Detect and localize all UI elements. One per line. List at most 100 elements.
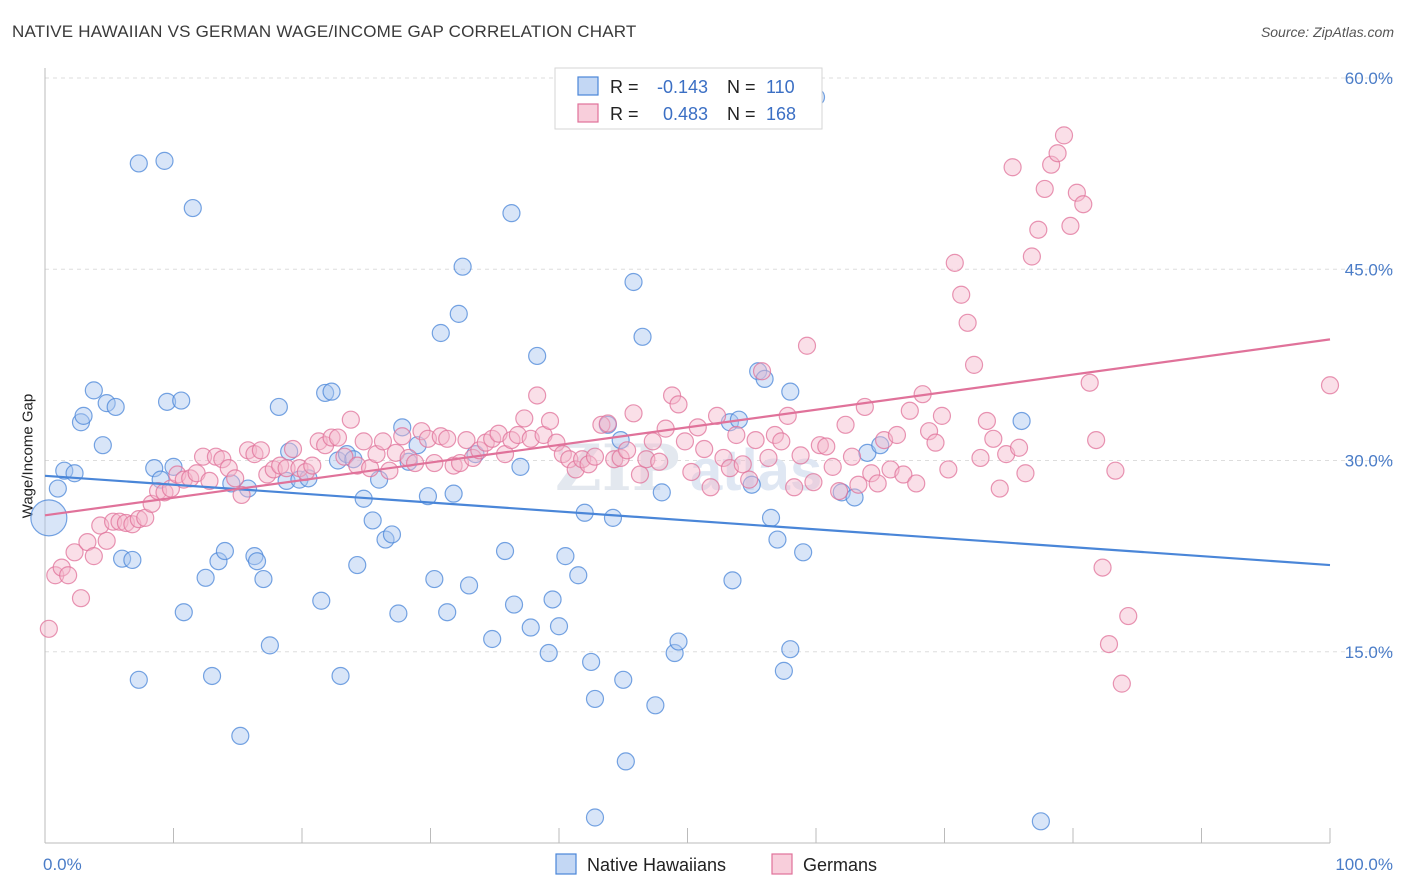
native-hawaiians-point-65 xyxy=(495,541,515,561)
germans-trend-line xyxy=(44,338,1331,517)
germans-point-132 xyxy=(887,425,907,445)
native-hawaiians-point-60 xyxy=(449,304,468,323)
native-hawaiians-point-86 xyxy=(633,327,652,346)
native-hawaiians-point-22 xyxy=(196,568,215,587)
germans-point-165 xyxy=(1099,634,1119,654)
germans-point-90 xyxy=(618,441,637,460)
native-hawaiians-point-7 xyxy=(93,436,112,455)
germans-point-119 xyxy=(804,473,823,492)
germans-point-164 xyxy=(1093,558,1112,577)
germans-point-4 xyxy=(65,543,84,562)
germans-point-168 xyxy=(1119,606,1138,626)
germans-point-0 xyxy=(39,619,58,638)
germans-point-37 xyxy=(277,459,296,478)
germans-point-152 xyxy=(1016,464,1035,483)
germans-point-139 xyxy=(932,406,952,425)
native-hawaiians-point-72 xyxy=(543,590,562,609)
native-hawaiians-point-47 xyxy=(363,511,382,530)
germans-point-62 xyxy=(438,429,457,448)
germans-point-10 xyxy=(104,512,123,531)
native-hawaiians-point-54 xyxy=(408,436,427,455)
germans-point-146 xyxy=(977,411,997,431)
chart-title: NATIVE HAWAIIAN VS GERMAN WAGE/INCOME GA… xyxy=(12,22,637,41)
germans-point-53 xyxy=(380,461,399,480)
germans-point-91 xyxy=(624,404,643,423)
germans-point-134 xyxy=(900,401,919,420)
germans-point-45 xyxy=(328,428,348,447)
germans-point-144 xyxy=(964,355,984,374)
germans-point-74 xyxy=(515,409,534,428)
germans-point-98 xyxy=(669,395,688,414)
germans-point-155 xyxy=(1035,179,1054,199)
native-hawaiians-point-20 xyxy=(174,603,193,622)
germans-point-44 xyxy=(322,428,341,447)
germans-point-78 xyxy=(540,411,560,431)
bottom-legend: Native Hawaiians Germans xyxy=(555,853,877,875)
germans-point-97 xyxy=(662,386,682,405)
native-hawaiians-point-81 xyxy=(603,508,623,527)
native-hawaiians-point-58 xyxy=(438,603,457,622)
native-hawaiians-point-68 xyxy=(511,457,530,476)
stats-r-value-2: 0.483 xyxy=(663,104,708,124)
germans-point-159 xyxy=(1061,216,1080,235)
germans-point-86 xyxy=(592,415,611,434)
native-hawaiians-point-55 xyxy=(418,487,438,506)
native-hawaiians-point-14 xyxy=(145,459,164,478)
native-hawaiians-point-23 xyxy=(202,666,222,686)
stats-swatch-blue xyxy=(577,76,599,96)
germans-point-156 xyxy=(1042,155,1061,174)
germans-point-65 xyxy=(457,431,476,450)
native-hawaiians-point-38 xyxy=(312,591,331,610)
native-hawaiians-point-74 xyxy=(556,547,575,566)
legend-label-germans: Germans xyxy=(803,855,877,875)
germans-point-111 xyxy=(752,362,772,381)
germans-point-33 xyxy=(251,441,270,460)
stats-r-label-2: R = xyxy=(610,104,639,124)
native-hawaiians-point-62 xyxy=(459,576,479,595)
native-hawaiians-point-0 xyxy=(30,499,68,537)
germans-point-27 xyxy=(213,450,232,469)
native-hawaiians-point-25 xyxy=(215,541,234,561)
native-hawaiians-point-109 xyxy=(1031,812,1050,831)
germans-point-76 xyxy=(528,386,547,405)
native-hawaiians-point-56 xyxy=(425,569,444,589)
trend-lines xyxy=(44,338,1331,567)
native-hawaiians-point-42 xyxy=(331,666,350,686)
germans-point-161 xyxy=(1074,195,1093,214)
native-hawaiians-point-50 xyxy=(382,525,402,544)
germans-points xyxy=(39,126,1340,693)
stats-r-label-1: R = xyxy=(610,77,639,97)
germans-point-151 xyxy=(1009,438,1029,457)
native-hawaiians-point-108 xyxy=(1012,411,1031,431)
germans-point-47 xyxy=(341,410,360,429)
germans-point-38 xyxy=(283,439,303,459)
x-tick-label-max: 100.0% xyxy=(1335,855,1393,874)
native-hawaiians-point-73 xyxy=(549,617,569,636)
germans-point-126 xyxy=(849,475,868,494)
germans-point-41 xyxy=(303,456,322,475)
germans-point-125 xyxy=(842,447,862,466)
germans-point-49 xyxy=(354,432,373,451)
x-tick-label-min: 0.0% xyxy=(43,855,82,874)
germans-point-169 xyxy=(1320,376,1340,395)
stats-r-value-1: -0.143 xyxy=(657,77,708,97)
native-hawaiians-point-39 xyxy=(316,383,335,403)
germans-point-105 xyxy=(714,448,733,468)
native-hawaiians-point-79 xyxy=(585,808,605,827)
germans-point-108 xyxy=(733,455,752,474)
germans-point-24 xyxy=(193,447,213,466)
germans-point-25 xyxy=(200,471,219,490)
germans-point-167 xyxy=(1112,674,1131,693)
germans-point-5 xyxy=(71,589,91,608)
native-hawaiians-point-101 xyxy=(781,382,800,401)
native-hawaiians-point-11 xyxy=(123,550,142,570)
source-label: Source: ZipAtlas.com xyxy=(1260,24,1394,40)
germans-point-127 xyxy=(855,397,874,417)
germans-point-157 xyxy=(1048,144,1067,163)
germans-point-114 xyxy=(772,432,791,451)
germans-point-154 xyxy=(1029,220,1048,239)
germans-point-166 xyxy=(1106,461,1125,480)
legend-swatch-native-hawaiians xyxy=(555,853,577,875)
native-hawaiians-point-67 xyxy=(504,595,524,614)
germans-point-129 xyxy=(868,474,887,493)
